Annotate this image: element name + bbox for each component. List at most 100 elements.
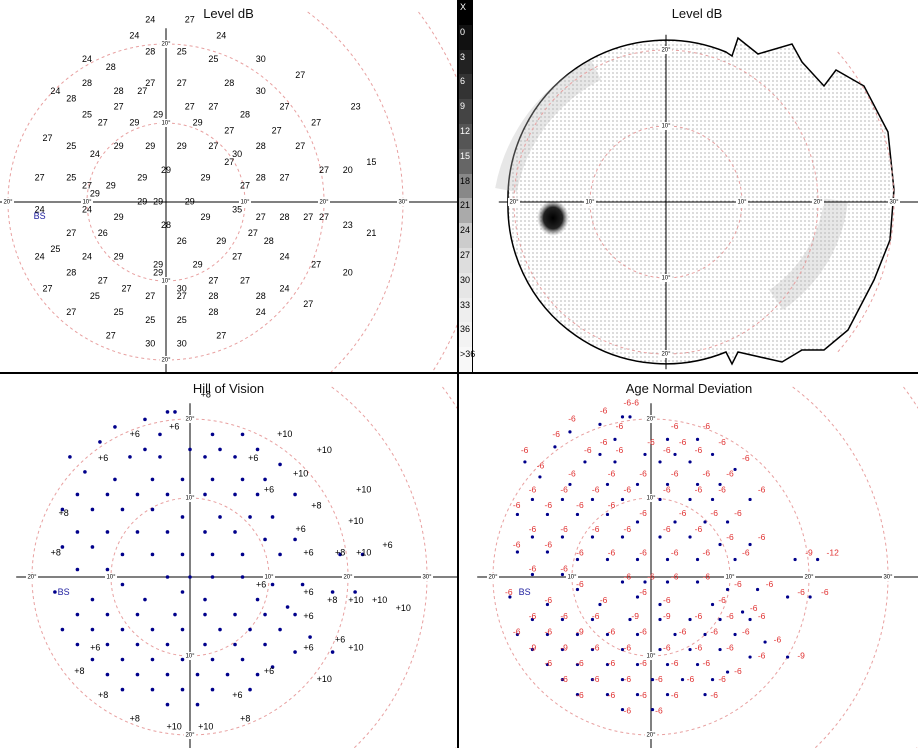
tick-right-20-bg	[812, 198, 824, 206]
vision-point	[165, 530, 170, 534]
level-db-chart: 20°10°10°20°30°40°20°10°10°20°2427242428…	[0, 11, 457, 372]
ring-30	[792, 386, 889, 748]
level-value: 25	[50, 244, 60, 254]
deviation-value: -6	[671, 421, 679, 431]
vision-point	[210, 575, 215, 579]
deviation-value: -6	[576, 579, 584, 589]
ring-40	[418, 11, 457, 372]
deviation-point	[816, 557, 820, 562]
deviation-value: -6	[631, 397, 639, 407]
deviation-point	[575, 557, 580, 562]
vision-point	[338, 552, 342, 557]
deviation-point	[530, 617, 535, 622]
deviation-value: -6	[616, 421, 624, 431]
deviation-value: -6	[671, 469, 679, 479]
ring-40	[903, 386, 918, 748]
deviation-value: -6	[600, 437, 608, 447]
tick-up-10-bg	[645, 494, 657, 502]
tick-down-20: 20°	[661, 352, 671, 358]
level-value: 27	[98, 275, 108, 285]
vision-point	[180, 477, 185, 482]
level-value: 27	[232, 252, 242, 262]
deviation-value: -6	[718, 674, 726, 684]
deviation-value: -6	[797, 587, 805, 597]
deviation-value: -6	[655, 674, 663, 684]
tick-left-10-bg	[584, 198, 596, 206]
vision-point	[75, 612, 80, 617]
tick-down-20: 20°	[161, 358, 171, 364]
legend-swatch	[458, 223, 473, 248]
deviation-point	[530, 647, 535, 652]
deviation-point	[688, 617, 692, 622]
level-value: 27	[42, 133, 52, 143]
tick-right-30-bg	[888, 198, 900, 206]
level-value: 27	[279, 102, 289, 112]
tick-up-20: 20°	[661, 48, 671, 54]
tick-right-20-bg	[803, 573, 815, 581]
level-value: 27	[42, 283, 52, 293]
vision-point	[218, 447, 222, 452]
deviation-value: -6	[576, 690, 584, 700]
deviation-point	[733, 632, 737, 637]
deviation-point	[665, 557, 670, 562]
level-value: 29	[177, 141, 187, 151]
hill-value: +8	[311, 500, 321, 510]
hill-value: +6	[335, 635, 345, 645]
blind-spot-label: BS	[519, 587, 531, 597]
vision-point	[105, 530, 110, 534]
deviation-value: -6	[758, 532, 766, 542]
legend-swatch	[458, 173, 473, 199]
deviation-value: -6	[624, 397, 632, 407]
deviation-value: -6	[568, 413, 576, 423]
deviation-point	[613, 437, 617, 442]
deviation-point	[605, 482, 610, 487]
deviation-value: -6	[600, 405, 608, 415]
tick-up-20: 20°	[646, 417, 656, 423]
deviation-point	[785, 655, 790, 659]
tick-left-20: 20°	[509, 200, 519, 206]
deviation-value: -6	[576, 500, 584, 510]
deviation-value: -6	[663, 595, 671, 605]
level-value: 23	[343, 220, 353, 230]
level-value: 27	[272, 125, 282, 135]
vision-point	[105, 492, 110, 497]
level-value: 30	[256, 86, 266, 96]
vision-point	[135, 642, 140, 647]
level-value: 29	[216, 236, 226, 246]
legend-swatch	[458, 198, 473, 224]
deviation-point	[665, 580, 670, 584]
vision-point	[353, 590, 357, 594]
vision-point	[233, 642, 237, 647]
vision-point	[90, 657, 95, 662]
vision-point	[203, 492, 207, 497]
deviation-point	[665, 437, 670, 442]
level-value: 29	[137, 196, 147, 206]
vision-point	[188, 575, 192, 579]
deviation-point	[688, 535, 692, 539]
legend-label: >36	[460, 349, 476, 360]
level-value: 27	[66, 228, 76, 238]
hill-value: +10	[348, 595, 363, 605]
vision-point	[150, 627, 155, 632]
level-value: 29	[193, 260, 203, 270]
vision-point	[128, 455, 132, 459]
deviation-value: -6	[576, 658, 584, 668]
field-outline	[507, 36, 895, 366]
horizontal-divider	[0, 372, 918, 374]
legend-label: 9	[460, 101, 466, 112]
vision-point	[75, 642, 80, 647]
deviation-point	[538, 475, 542, 479]
greyscale-legend: X 0 3 6 9 12 15 18 21 24 27 30 33 36 >36	[458, 0, 476, 372]
hill-value: +10	[277, 429, 292, 439]
deviation-point	[545, 632, 550, 637]
tick-up-20: 20°	[161, 42, 171, 48]
level-value: 27	[303, 299, 313, 309]
deviation-point	[793, 557, 797, 562]
deviation-value: -6	[671, 690, 679, 700]
tick-up-10: 10°	[185, 496, 195, 502]
deviation-point	[710, 602, 715, 607]
deviation-point	[695, 662, 700, 667]
deviation-point	[695, 482, 700, 487]
deviation-point	[635, 557, 640, 562]
deviation-value: -6	[513, 500, 521, 510]
